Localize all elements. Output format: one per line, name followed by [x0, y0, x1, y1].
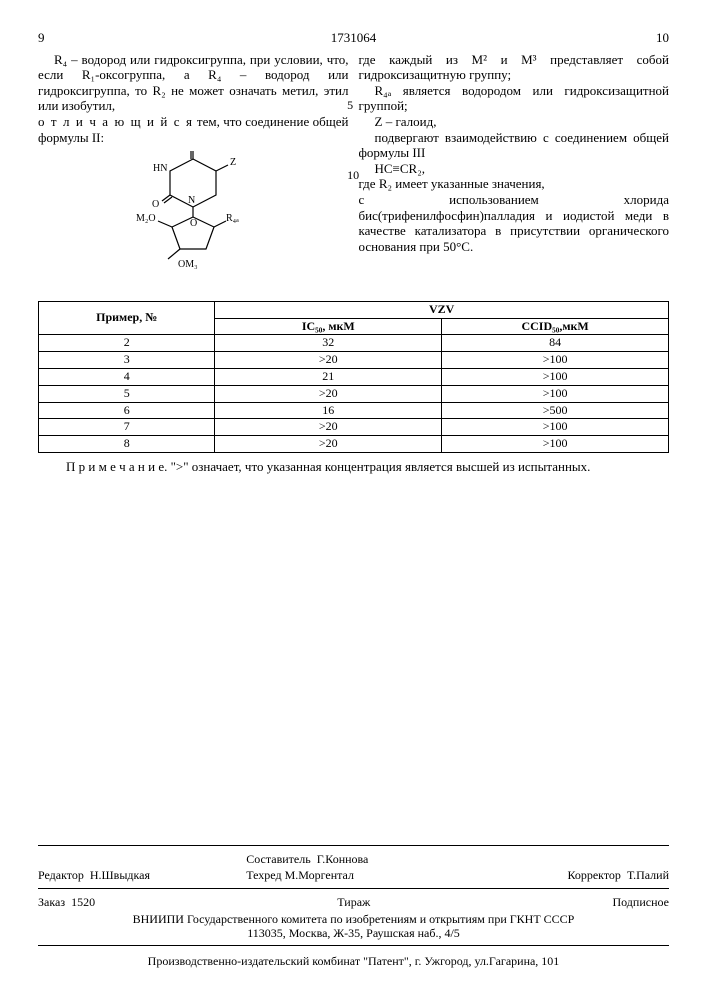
techred-name: М.Моргентал	[285, 868, 354, 882]
left-p2-spaced: о т л и ч а ю щ и й с я	[38, 114, 193, 129]
th-vzv: VZV	[215, 301, 669, 318]
table-row: 8>20>100	[39, 436, 669, 453]
right-p4: подвергают взаимодействию с соединением …	[359, 130, 670, 161]
table-row: 23284	[39, 335, 669, 352]
table-cell: 32	[215, 335, 442, 352]
table-row: 7>20>100	[39, 419, 669, 436]
right-p5: HC≡CR₂,	[359, 161, 670, 177]
table-cell: 16	[215, 402, 442, 419]
table-cell: >20	[215, 385, 442, 402]
lbl-n: N	[188, 195, 195, 206]
table-row: 3>20>100	[39, 352, 669, 369]
table-cell: >20	[215, 352, 442, 369]
table-cell: >100	[442, 352, 669, 369]
table-row: 616>500	[39, 402, 669, 419]
lbl-m2o: M₂O	[136, 213, 156, 224]
page-left-num: 9	[38, 30, 45, 46]
table-note: П р и м е ч а н и е. ">" означает, что у…	[38, 459, 669, 475]
tirazh: Тираж	[337, 895, 370, 909]
table-cell: 7	[39, 419, 215, 436]
table-cell: >20	[215, 419, 442, 436]
sub: Подписное	[612, 895, 669, 909]
compiler-name: Г.Коннова	[317, 852, 369, 866]
line-mark-10: 10	[347, 168, 359, 182]
chemical-structure: HN O O N Z M₂O R₄ₐ O OM₃	[38, 151, 349, 275]
page-right-num: 10	[656, 30, 669, 46]
lbl-r4: R₄ₐ	[226, 213, 239, 224]
table-cell: 21	[215, 368, 442, 385]
table-cell: >20	[215, 436, 442, 453]
lbl-z: Z	[230, 157, 236, 168]
table-cell: 6	[39, 402, 215, 419]
techred-label: Техред	[246, 868, 281, 882]
data-table: Пример, № VZV IC₅₀, мкМ CCID₅₀,мкМ 23284…	[38, 301, 669, 453]
table-row: 421>100	[39, 368, 669, 385]
table-cell: 2	[39, 335, 215, 352]
th-ccid50: CCID₅₀,мкМ	[442, 318, 669, 335]
order-label: Заказ	[38, 895, 65, 909]
footer: Составитель Г.Коннова Редактор Н.Швыдкая…	[38, 845, 669, 968]
table-cell: >500	[442, 402, 669, 419]
left-column: R₄ – водород или гидроксигруппа, при усл…	[38, 52, 349, 281]
editor-name: Н.Швыдкая	[90, 868, 150, 882]
editor-label: Редактор	[38, 868, 84, 882]
lbl-o2: O	[152, 199, 159, 210]
table-cell: >100	[442, 436, 669, 453]
right-p1: где каждый из M² и M³ представляет собой…	[359, 52, 670, 83]
addr: 113035, Москва, Ж-35, Раушская наб., 4/5	[38, 926, 669, 940]
order-num: 1520	[71, 895, 95, 909]
right-p3: Z – галоид,	[359, 114, 670, 130]
table-cell: >100	[442, 385, 669, 402]
table-cell: 5	[39, 385, 215, 402]
footer-bottom: Производственно-издательский комбинат "П…	[38, 954, 669, 968]
corrector-label: Корректор	[567, 868, 621, 882]
right-p2: R₄ₐ является водородом или гидроксизащит…	[359, 83, 670, 114]
org: ВНИИПИ Государственного комитета по изоб…	[38, 912, 669, 926]
table-cell: 4	[39, 368, 215, 385]
compiler-label: Составитель	[246, 852, 310, 866]
lbl-hn: HN	[153, 163, 167, 174]
left-p2: о т л и ч а ю щ и й с я тем, что соедине…	[38, 114, 349, 145]
right-p6: где R₂ имеет указанные значения,	[359, 176, 670, 192]
table-cell: 8	[39, 436, 215, 453]
left-p1: R₄ – водород или гидроксигруппа, при усл…	[38, 52, 349, 114]
right-column: где каждый из M² и M³ представляет собой…	[359, 52, 670, 281]
lbl-o3: O	[190, 218, 197, 229]
lbl-om3: OM₃	[178, 259, 198, 270]
table-cell: >100	[442, 368, 669, 385]
corrector-name: Т.Палий	[627, 868, 669, 882]
table-cell: >100	[442, 419, 669, 436]
th-example: Пример, №	[39, 301, 215, 335]
right-p7: с использованием хлорида бис(трифенилфос…	[359, 192, 670, 254]
table-cell: 84	[442, 335, 669, 352]
table-cell: 3	[39, 352, 215, 369]
line-mark-5: 5	[347, 98, 353, 112]
th-ic50: IC₅₀, мкМ	[215, 318, 442, 335]
table-row: 5>20>100	[39, 385, 669, 402]
lbl-o1: O	[188, 151, 195, 153]
patent-number: 1731064	[331, 30, 377, 46]
